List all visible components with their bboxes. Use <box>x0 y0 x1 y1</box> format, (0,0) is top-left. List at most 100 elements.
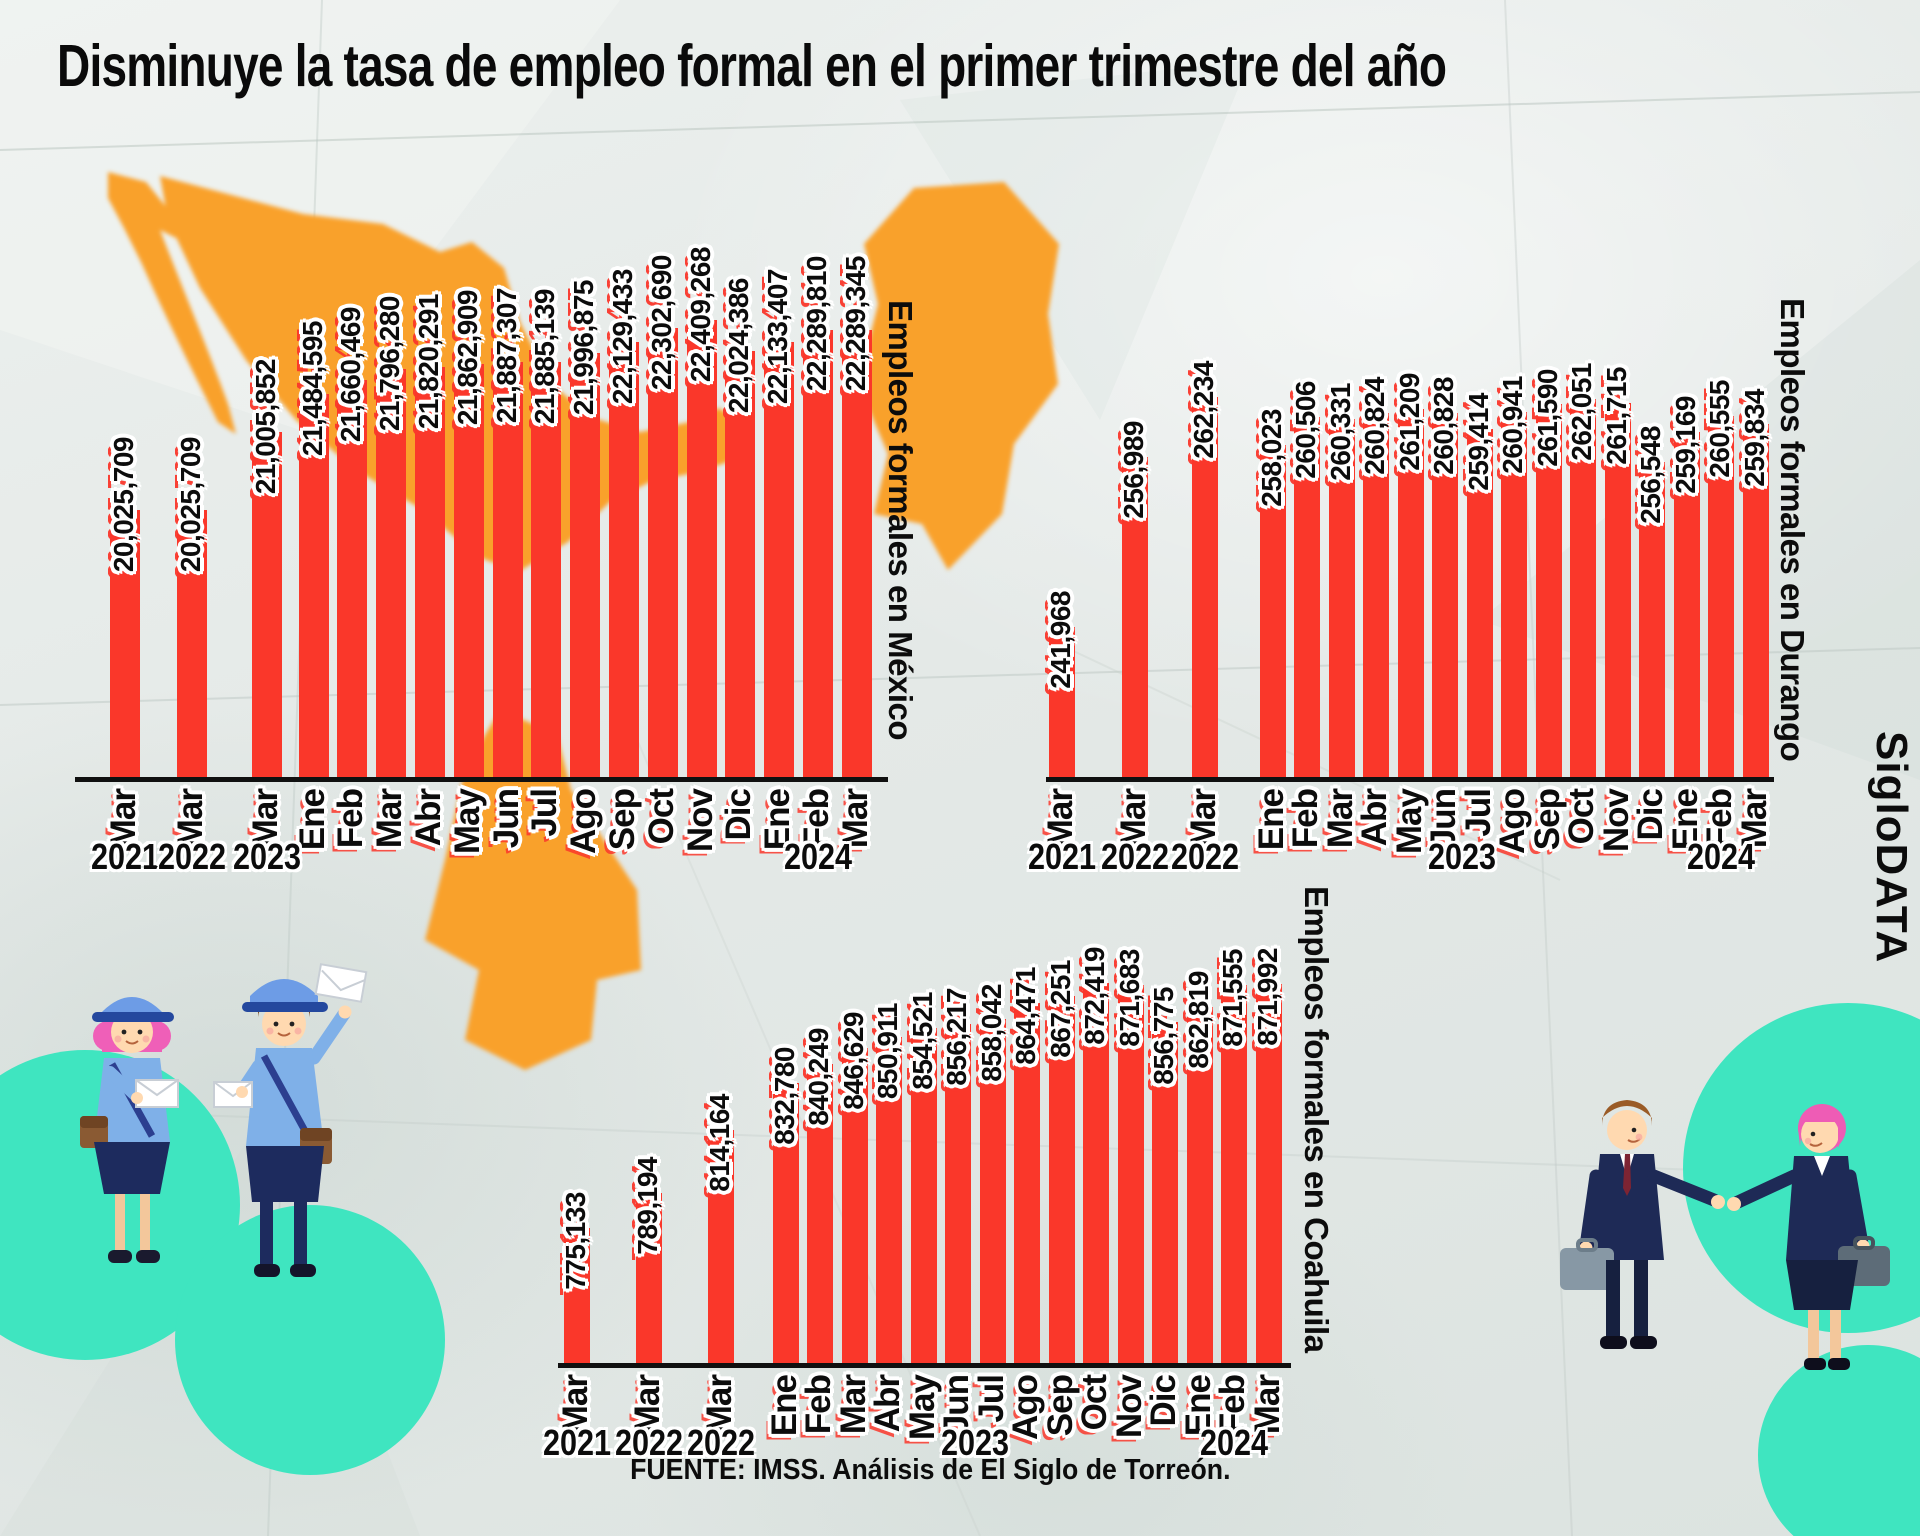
durango-year-text: 2023 <box>1428 836 1497 877</box>
coahuila-bar-value-label: 856,217 <box>941 988 972 1086</box>
durango-bar <box>1674 431 1700 777</box>
coahuila-year-text: 2021 <box>542 1422 612 1463</box>
durango-year-text: 2022 <box>1100 836 1170 877</box>
durango-bar-value-label: 259,169 <box>1670 396 1701 494</box>
coahuila-x-tick-label: Feb <box>799 1375 838 1435</box>
durango-bar-value-label: 261,209 <box>1394 372 1425 471</box>
coahuila-bar-value-label: 867,251 <box>1045 960 1076 1059</box>
mexico-year-label: 2021 <box>40 836 210 878</box>
mexico-x-tick-label: May <box>448 789 487 855</box>
durango-x-tick-label: Dic <box>1631 789 1670 841</box>
durango-axis-title: Empleos formales en Durango <box>1774 298 1811 762</box>
coahuila-axis-title: Empleos formales en Coahuila <box>1298 886 1335 1353</box>
durango-bar-value-label: 261,715 <box>1601 367 1632 465</box>
siglodata-brand: SigloDATA <box>1867 731 1916 964</box>
mexico-bar-value-label: 21,862,909 <box>452 290 483 426</box>
coahuila-bar-value-label: 871,683 <box>1114 949 1145 1047</box>
coahuila-bar-value-label: 862,819 <box>1183 971 1214 1070</box>
mexico-year-label: 2023 <box>182 836 352 878</box>
mail-carriers-illustration <box>80 963 368 1277</box>
durango-bar <box>1467 429 1493 777</box>
mexico-x-axis <box>75 777 888 782</box>
durango-x-tick-label: Mar <box>1321 789 1360 849</box>
durango-x-tick-label: Feb <box>1286 789 1325 849</box>
durango-bar <box>1049 627 1075 777</box>
coahuila-bar-value-label: 775,133 <box>560 1192 591 1290</box>
coahuila-bar-value-label: 814,164 <box>704 1094 735 1192</box>
mexico-bar-value-label: 22,133,407 <box>762 268 793 404</box>
mexico-x-tick-label: Mar <box>370 789 409 849</box>
durango-x-tick-label: Jul <box>1459 789 1498 837</box>
coahuila-year-text: 2022 <box>686 1422 756 1463</box>
coahuila-x-tick-label: Dic <box>1144 1375 1183 1427</box>
coahuila-bar <box>1118 984 1144 1363</box>
coahuila-bar <box>1049 996 1075 1363</box>
coahuila-x-tick-label: Jul <box>972 1375 1011 1423</box>
coahuila-bar-value-label: 871,992 <box>1252 948 1283 1047</box>
mexico-bar-value-label: 22,289,345 <box>840 256 871 392</box>
mexico-year-text: 2023 <box>232 836 302 877</box>
coahuila-x-tick-label: Nov <box>1110 1375 1149 1439</box>
mexico-year-text: 2022 <box>157 836 227 877</box>
durango-x-tick-label: Oct <box>1562 789 1601 845</box>
coahuila-bar-value-label: 850,911 <box>872 1003 903 1100</box>
coahuila-bar <box>1187 1007 1213 1363</box>
durango-bar <box>1570 399 1596 777</box>
mexico-bar-value-label: 21,796,280 <box>374 295 405 431</box>
durango-bar-value-label: 260,506 <box>1290 380 1321 479</box>
mexico-bar <box>454 363 484 777</box>
coahuila-bar <box>636 1192 662 1363</box>
durango-bar-value-label: 241,968 <box>1045 591 1076 689</box>
durango-bar <box>1294 416 1320 777</box>
mexico-bar-value-label: 22,409,268 <box>685 246 716 382</box>
mexico-year-text: 2024 <box>783 836 853 877</box>
durango-bar <box>1605 402 1631 777</box>
coahuila-bar <box>945 1023 971 1363</box>
mexico-bar <box>415 366 445 777</box>
durango-bar <box>1639 461 1665 777</box>
page-title: Disminuye la tasa de empleo formal en el… <box>57 33 1447 99</box>
mexico-bar <box>337 379 367 777</box>
mexico-bar-value-label: 22,129,433 <box>607 269 638 405</box>
coahuila-bar <box>980 1019 1006 1363</box>
coahuila-bar <box>773 1082 799 1363</box>
mexico-bar-value-label: 22,302,690 <box>646 255 677 391</box>
coahuila-bar-value-label: 872,419 <box>1079 947 1110 1045</box>
durango-bar <box>1329 418 1355 777</box>
durango-year-text: 2022 <box>1170 836 1240 877</box>
mexico-bar <box>493 361 523 777</box>
durango-year-label: 2023 <box>1378 836 1548 878</box>
durango-bar <box>1398 408 1424 777</box>
mexico-bar-value-label: 21,885,139 <box>529 288 560 424</box>
durango-bar-value-label: 262,234 <box>1188 361 1219 459</box>
coahuila-x-tick-label: Oct <box>1075 1375 1114 1431</box>
mexico-bar-value-label: 21,887,307 <box>491 288 522 424</box>
mexico-x-tick-label: Jul <box>525 789 564 837</box>
durango-year-label: 2024 <box>1636 836 1806 878</box>
durango-bar-value-label: 256,989 <box>1118 420 1149 519</box>
mexico-bar <box>803 329 833 777</box>
durango-bar-value-label: 261,590 <box>1532 368 1563 467</box>
mexico-bar <box>376 368 406 777</box>
mexico-year-text: 2021 <box>90 836 160 877</box>
coahuila-year-label: 2021 <box>492 1422 662 1464</box>
durango-bar-value-label: 260,824 <box>1359 377 1390 476</box>
durango-bar-value-label: 258,023 <box>1256 409 1287 507</box>
mexico-bar-value-label: 21,484,595 <box>297 320 328 456</box>
durango-map <box>858 182 1059 570</box>
mexico-bar <box>842 329 872 777</box>
durango-year-label: 2022 <box>1120 836 1290 878</box>
coahuila-bar <box>842 1047 868 1363</box>
coahuila-year-label: 2024 <box>1149 1422 1319 1464</box>
mexico-axis-title: Empleos formales en México <box>882 300 919 740</box>
durango-x-tick-label: Nov <box>1597 789 1636 853</box>
mexico-bar-value-label: 22,289,810 <box>801 256 832 392</box>
durango-bar <box>1536 404 1562 777</box>
coahuila-map <box>425 710 641 1070</box>
mexico-x-tick-label: Dic <box>719 789 758 841</box>
business-people-illustration <box>1560 1100 1890 1370</box>
mexico-bar-value-label: 21,005,852 <box>250 358 281 494</box>
durango-year-text: 2021 <box>1027 836 1097 877</box>
mexico-bar <box>687 320 717 777</box>
teal-circle-left-inner <box>175 1205 445 1475</box>
